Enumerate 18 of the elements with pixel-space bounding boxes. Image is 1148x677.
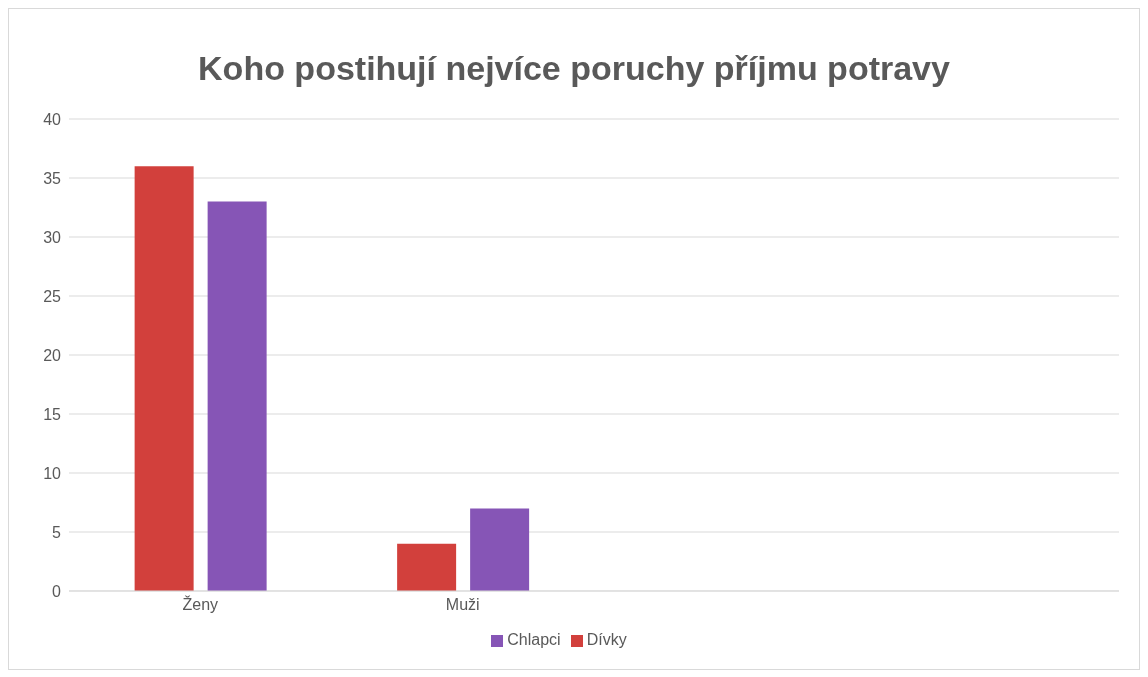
chart-title: Koho postihují nejvíce poruchy příjmu potravy [197, 48, 951, 89]
y-tick-label: 5 [52, 523, 62, 541]
x-tick-label: Muži [445, 596, 480, 614]
x-tick-label: Ženy [182, 595, 219, 614]
bar [134, 166, 194, 591]
y-tick-label: 0 [52, 582, 62, 600]
bar [470, 508, 530, 591]
y-tick-label: 20 [43, 346, 62, 364]
y-tick-label: 25 [43, 287, 62, 305]
y-tick-label: 10 [43, 464, 62, 482]
legend-label: Chlapci [507, 631, 561, 648]
bar [397, 543, 457, 591]
y-tick-label: 15 [43, 405, 62, 423]
y-tick-label: 40 [43, 110, 62, 128]
y-tick-label: 35 [43, 169, 62, 187]
legend-label: Dívky [586, 631, 627, 648]
y-tick-label: 30 [43, 228, 62, 246]
bar [207, 201, 267, 591]
